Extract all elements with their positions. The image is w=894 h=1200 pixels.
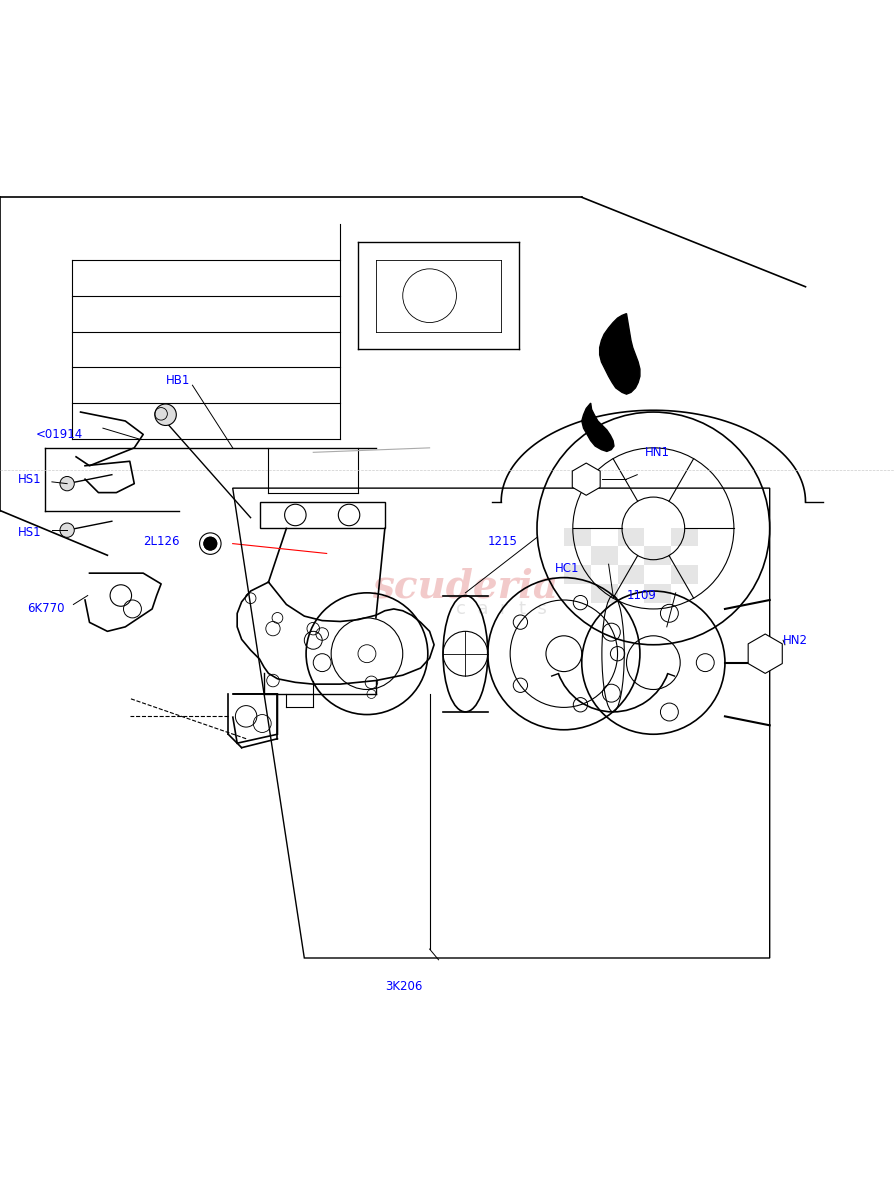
Text: HN2: HN2 <box>782 634 807 647</box>
Text: scuderia: scuderia <box>372 568 558 606</box>
Text: 6K770: 6K770 <box>27 602 64 616</box>
Circle shape <box>155 404 176 426</box>
Bar <box>670 565 697 584</box>
Text: <01914: <01914 <box>36 428 83 440</box>
Circle shape <box>60 476 74 491</box>
Bar <box>563 565 590 584</box>
Polygon shape <box>747 634 781 673</box>
Bar <box>644 546 670 565</box>
Bar <box>617 565 644 584</box>
Bar <box>563 528 590 546</box>
Text: 1109: 1109 <box>626 589 655 602</box>
Polygon shape <box>599 313 639 394</box>
Text: 1215: 1215 <box>487 535 517 548</box>
Text: 2L126: 2L126 <box>143 535 180 548</box>
Circle shape <box>204 538 216 550</box>
Text: HN1: HN1 <box>644 446 669 458</box>
Text: HC1: HC1 <box>554 562 578 575</box>
Text: c  a  r  t  s: c a r t s <box>455 600 546 618</box>
Text: HS1: HS1 <box>18 473 41 486</box>
Circle shape <box>204 538 216 550</box>
Polygon shape <box>571 463 600 496</box>
Text: HB1: HB1 <box>165 374 190 388</box>
Polygon shape <box>581 403 613 451</box>
Bar <box>590 546 617 565</box>
Text: HS1: HS1 <box>18 527 41 539</box>
Text: 3K206: 3K206 <box>384 980 422 994</box>
Bar <box>644 584 670 602</box>
Circle shape <box>60 523 74 538</box>
Bar <box>617 528 644 546</box>
Bar <box>590 584 617 602</box>
Bar <box>670 528 697 546</box>
